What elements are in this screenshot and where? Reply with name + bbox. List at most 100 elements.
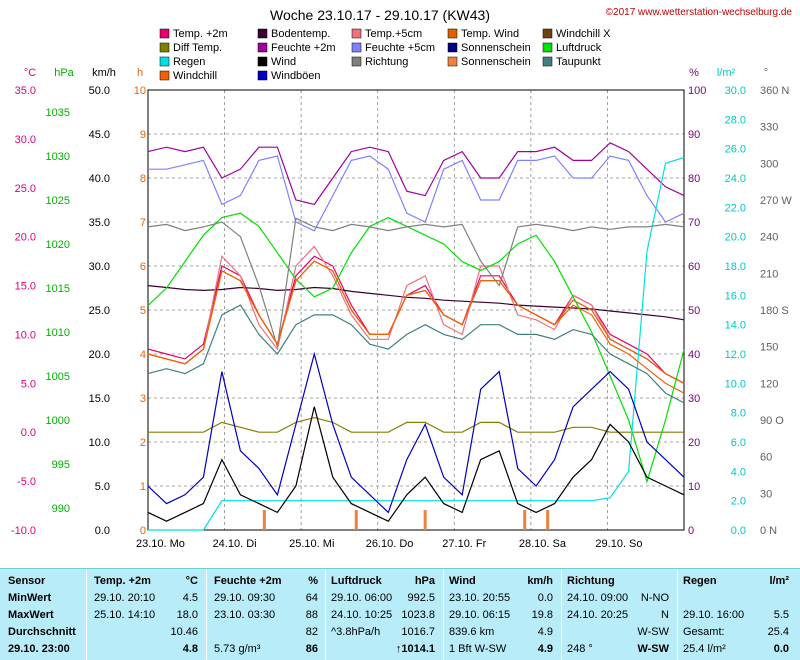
wind-distance: 839.6 km <box>449 626 495 638</box>
wind-tick: 5.0 <box>95 481 110 493</box>
rain-tick: 26.0 <box>725 144 746 156</box>
rain-tick: 18.0 <box>725 261 746 273</box>
temp-max-val: 18.0 <box>176 609 198 621</box>
direction-current: W-SW <box>637 643 669 655</box>
current-datetime: 29.10. 23:00 <box>8 643 70 655</box>
legend-label: Sonnenschein <box>461 56 531 68</box>
wind-tick: 10.0 <box>89 437 110 449</box>
sunshine-bar <box>354 510 358 530</box>
sun-tick: 10 <box>134 85 146 97</box>
legend-swatch <box>351 28 362 39</box>
rain-tick: 30.0 <box>725 85 746 97</box>
sun-tick: 4 <box>140 349 146 361</box>
legend-label: Feuchte +2m <box>271 42 336 54</box>
legend-label: Diff Temp. <box>173 42 222 54</box>
direction-tick: 210 <box>760 268 778 280</box>
temp-tick: 10.0 <box>15 329 36 341</box>
axes: 35.030.025.020.015.010.05.00.0-5.0-10.01… <box>11 85 792 537</box>
series-line <box>147 142 685 206</box>
direction-tick: 60 <box>760 452 772 464</box>
x-label: 25.10. Mi <box>289 538 334 550</box>
legend-swatch <box>351 42 362 53</box>
direction-avg: W-SW <box>637 626 669 638</box>
legend-swatch <box>159 42 170 53</box>
wind-tick: 45.0 <box>89 129 110 141</box>
wind-min-time: 23.10. 20:55 <box>449 592 511 604</box>
humidity-tick: 40 <box>688 349 700 361</box>
legend-label: Temp. Wind <box>461 28 519 40</box>
pressure-tick: 1000 <box>46 415 70 427</box>
direction-max-time: 24.10. 20:25 <box>567 609 629 621</box>
legend-swatch <box>542 42 553 53</box>
temp-tick: 35.0 <box>15 85 36 97</box>
x-label: 27.10. Fr <box>442 538 486 550</box>
series-line <box>148 156 685 531</box>
sensor-header: Sensor <box>8 575 46 587</box>
sun-tick: 3 <box>140 393 146 405</box>
chart-title: Woche 23.10.17 - 29.10.17 (KW43) <box>270 7 490 23</box>
direction-tick: 180 S <box>760 305 789 317</box>
legend: Temp. +2m Bodentemp. Temp.+5cm Temp. Wind Wi… <box>159 28 611 82</box>
legend-label: Windböen <box>271 70 321 82</box>
humidity-tick: 80 <box>688 173 700 185</box>
pressure-tick: 1030 <box>46 151 70 163</box>
temp-min-time: 29.10. 20:10 <box>94 592 156 604</box>
humidity-tick: 100 <box>688 85 706 97</box>
temp-tick: 5.0 <box>21 378 36 390</box>
legend-swatch <box>257 42 268 53</box>
wind-header: Wind <box>449 575 476 587</box>
legend-swatch <box>257 70 268 81</box>
humidity-unit: % <box>308 575 318 587</box>
temp-tick: -10.0 <box>11 525 36 537</box>
legend-label: Temp. +2m <box>173 28 228 40</box>
plot-frame <box>147 89 685 531</box>
rain-tick: 20.0 <box>725 232 746 244</box>
pressure-max-time: 24.10. 10:25 <box>331 609 393 621</box>
sun-tick: 8 <box>140 173 146 185</box>
temp-tick: -5.0 <box>17 476 36 488</box>
direction-deg: 248 ° <box>567 643 593 655</box>
rain-current-label: 25.4 l/m² <box>683 643 726 655</box>
pressure-avg: 1016.7 <box>401 626 435 638</box>
series-line <box>147 217 685 347</box>
wind-bft: 1 Bft W-SW <box>449 643 507 655</box>
direction-tick: 30 <box>760 488 772 500</box>
sun-tick: 0 <box>140 525 146 537</box>
rain-header: Regen <box>683 575 717 587</box>
rain-tick: 22.0 <box>725 202 746 214</box>
x-label: 28.10. Sa <box>519 538 567 550</box>
legend-label: Wind <box>271 56 296 68</box>
pressure-tick: 1010 <box>46 327 70 339</box>
maxwert-label: MaxWert <box>8 609 54 621</box>
x-label: 24.10. Di <box>213 538 257 550</box>
series-layer <box>147 142 685 531</box>
rain-tick: 14.0 <box>725 320 746 332</box>
temp-min-val: 4.5 <box>182 592 198 604</box>
rain-unit: l/m² <box>769 575 789 587</box>
wind-tick: 50.0 <box>89 85 110 97</box>
sunshine-bar <box>423 510 427 530</box>
temp-tick: 25.0 <box>15 183 36 195</box>
sun-tick: 5 <box>140 305 146 317</box>
humidity-tick: 60 <box>688 261 700 273</box>
rain-tick: 8.0 <box>731 408 746 420</box>
legend-label: Taupunkt <box>556 56 601 68</box>
sensor-panel: Sensor MinWert MaxWert Durchschnitt 29.1… <box>8 573 86 657</box>
pressure-header: Luftdruck <box>331 575 382 587</box>
direction-tick: 120 <box>760 378 778 390</box>
pressure-tick: 995 <box>52 459 70 471</box>
direction-tick: 300 <box>760 158 778 170</box>
direction-tick: 360 N <box>760 85 789 97</box>
wind-current: 4.9 <box>537 643 553 655</box>
legend-swatch <box>159 56 170 67</box>
legend-label: Bodentemp. <box>271 28 330 40</box>
wind-tick: 30.0 <box>89 261 110 273</box>
rain-tick: 28.0 <box>725 114 746 126</box>
x-label: 26.10. Do <box>366 538 414 550</box>
legend-label: Windchill <box>173 70 217 82</box>
humidity-tick: 70 <box>688 217 700 229</box>
x-axis-labels: 23.10. Mo 24.10. Di 25.10. Mi 26.10. Do 27.1… <box>136 538 643 550</box>
pressure-max-val: 1023.8 <box>401 609 435 621</box>
wind-panel: Wind km/h 23.10. 20:55 0.0 29.10. 06:15 19.… <box>449 573 555 657</box>
humidity-tick: 0 <box>688 525 694 537</box>
